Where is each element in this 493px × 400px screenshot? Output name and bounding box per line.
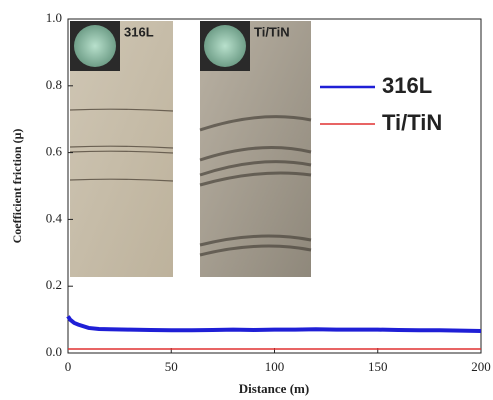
inset-label: 316L bbox=[124, 24, 154, 39]
x-axis-label: Distance (m) bbox=[239, 381, 309, 396]
x-tick-label: 0 bbox=[65, 359, 72, 374]
y-axis-label: Coefficient friction (μ) bbox=[10, 129, 24, 244]
y-tick-label: 0.8 bbox=[46, 77, 62, 92]
inset-label: Ti/TiN bbox=[254, 24, 290, 39]
y-tick-label: 1.0 bbox=[46, 10, 62, 25]
x-tick-label: 50 bbox=[165, 359, 178, 374]
inset-titin bbox=[199, 21, 312, 277]
legend-label: 316L bbox=[382, 73, 432, 98]
inset-316l bbox=[69, 21, 174, 277]
x-tick-label: 150 bbox=[368, 359, 388, 374]
y-tick-label: 0.2 bbox=[46, 277, 62, 292]
x-tick-label: 200 bbox=[471, 359, 491, 374]
y-tick-label: 0.6 bbox=[46, 144, 63, 159]
legend-label: Ti/TiN bbox=[382, 110, 442, 135]
x-tick-label: 100 bbox=[265, 359, 285, 374]
y-tick-label: 0.4 bbox=[46, 210, 63, 225]
y-tick-label: 0.0 bbox=[46, 344, 62, 359]
series-line bbox=[66, 315, 482, 333]
